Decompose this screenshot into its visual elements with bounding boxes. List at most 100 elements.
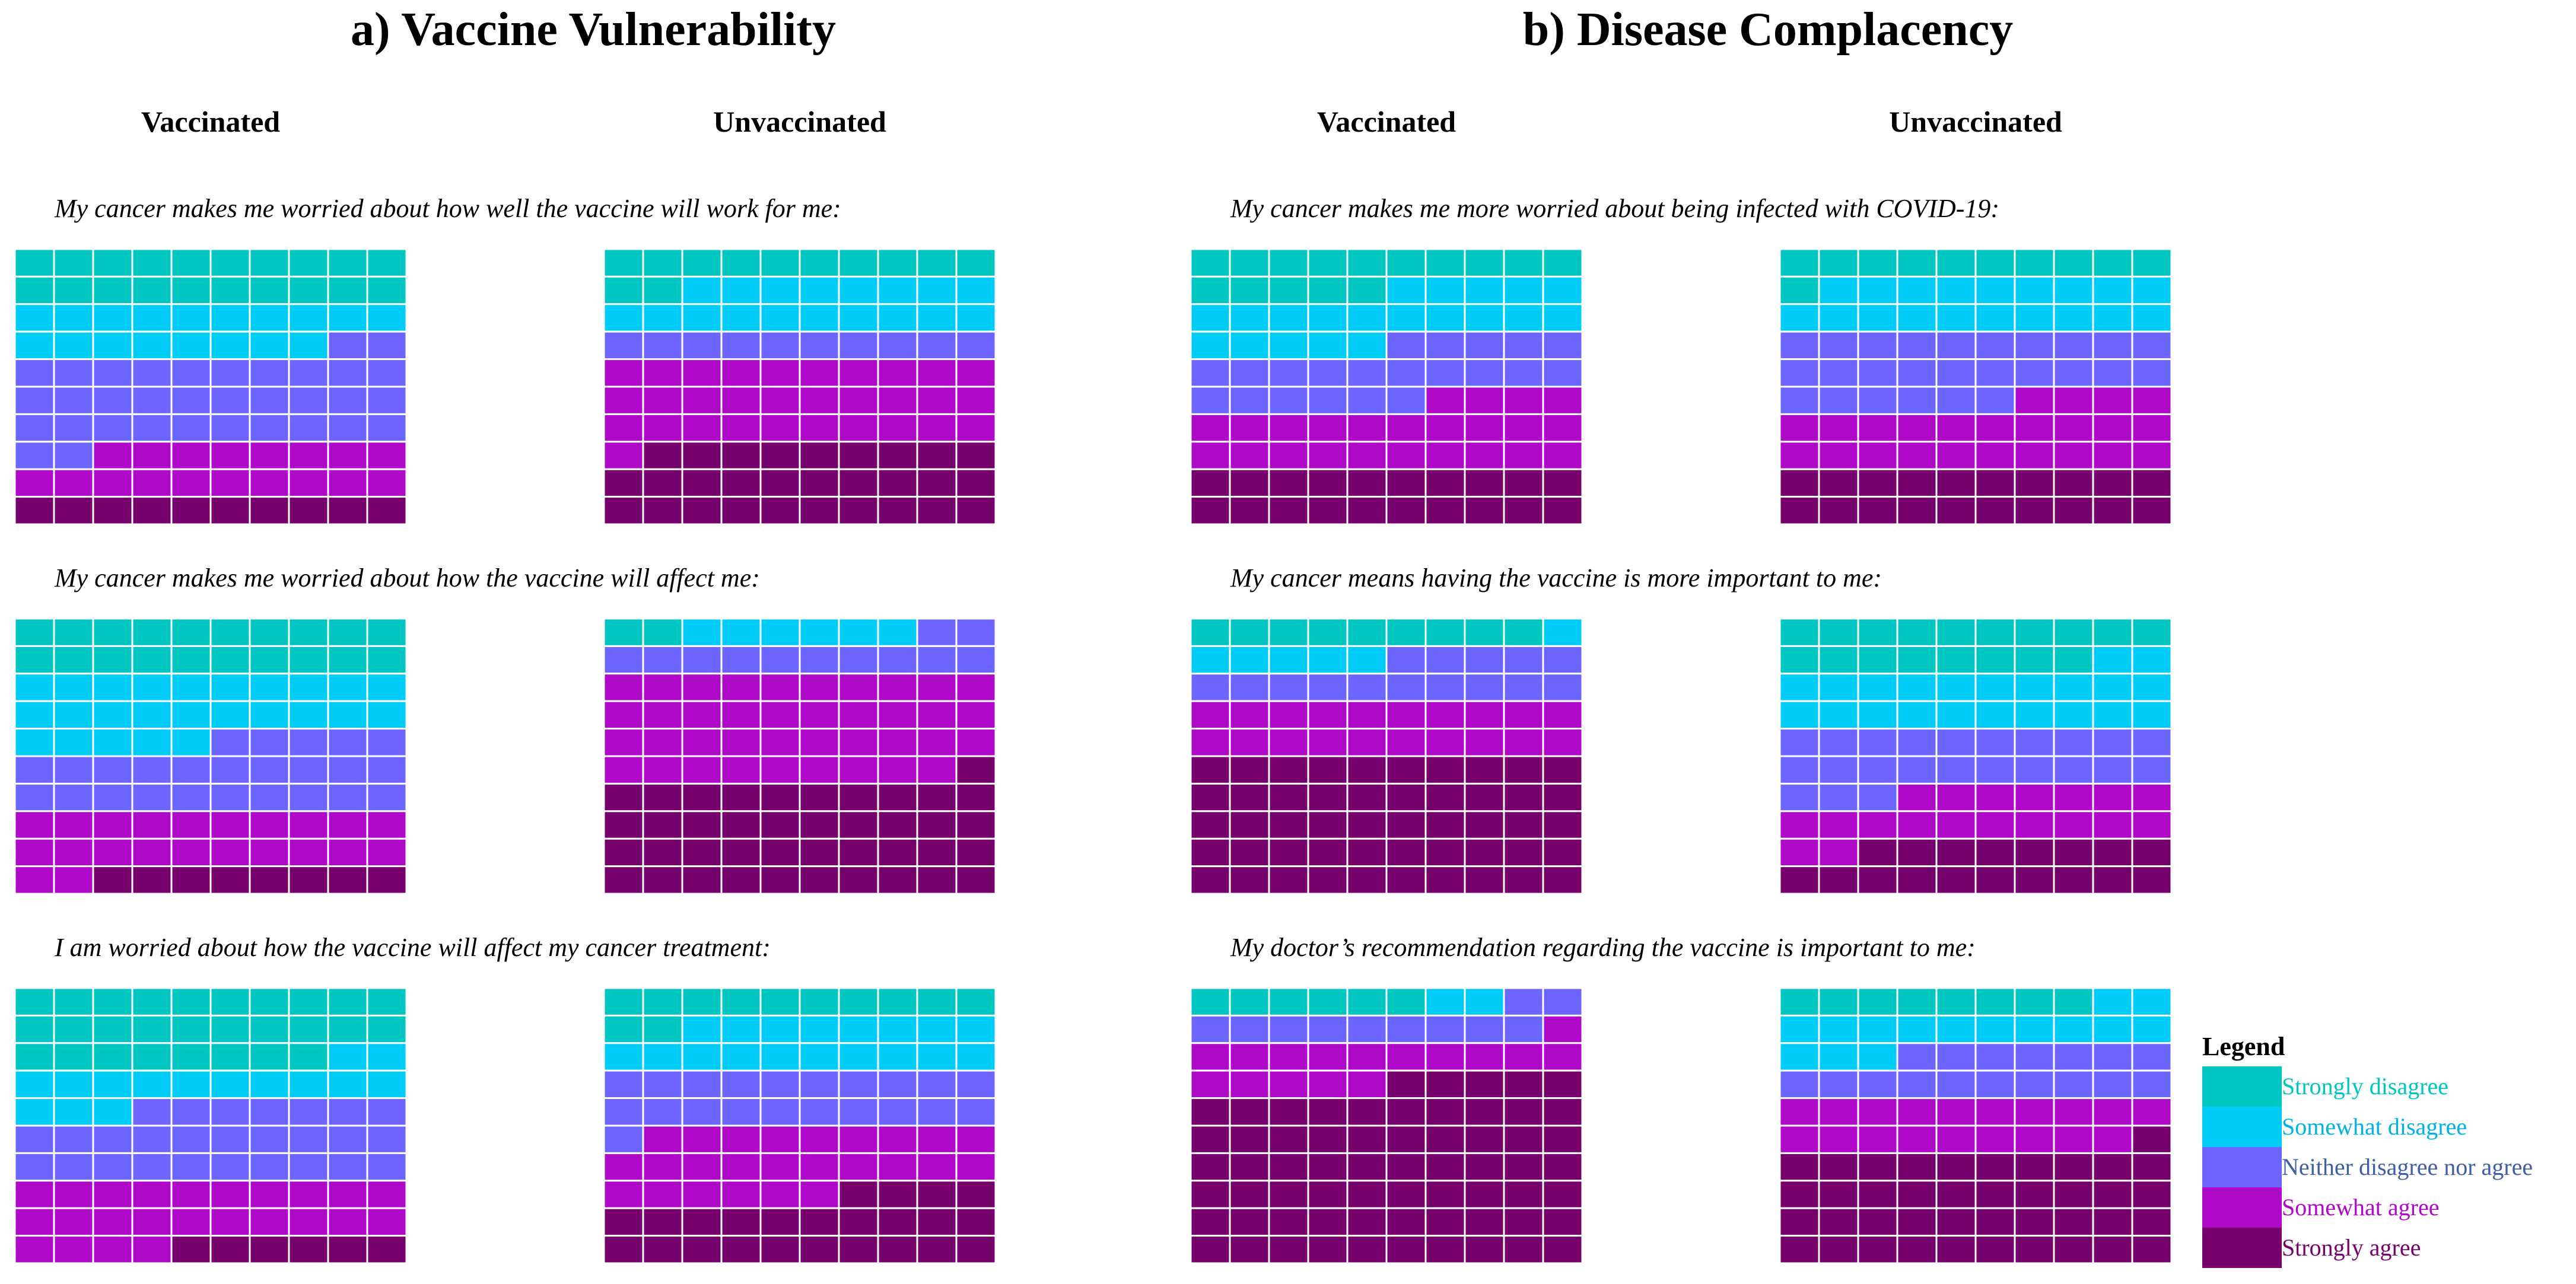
waffle-cell-strongly-agree — [799, 1207, 840, 1237]
waffle-cell-somewhat-agree — [1935, 1097, 1977, 1127]
waffle-cell-strongly-disagree — [2053, 645, 2094, 675]
waffle-cell-somewhat-agree — [209, 810, 251, 840]
waffle-cell-strongly-agree — [1974, 496, 2016, 524]
column-header-vaccinated-a: Vaccinated — [141, 105, 281, 138]
waffle-cell-neither — [1857, 385, 1898, 415]
waffle-cell-strongly-agree — [1385, 468, 1427, 498]
waffle-cell-strongly-agree — [877, 441, 918, 470]
waffle-cell-neither — [15, 1124, 55, 1154]
waffle-cell-strongly-agree — [955, 865, 996, 894]
waffle-cell-somewhat-agree — [1191, 1069, 1231, 1100]
waffle-cell-strongly-disagree — [327, 645, 368, 675]
waffle-cell-somewhat-disagree — [1780, 673, 1820, 702]
waffle-cell-somewhat-agree — [759, 358, 801, 388]
waffle-cell-neither — [720, 1069, 762, 1100]
waffle-cell-strongly-disagree — [366, 275, 406, 305]
waffle-cell-somewhat-disagree — [2131, 1014, 2171, 1044]
waffle-cell-somewhat-disagree — [1780, 700, 1820, 730]
waffle-cell-strongly-agree — [916, 1180, 958, 1209]
waffle-cell-strongly-agree — [1818, 496, 1859, 524]
waffle-cell-strongly-disagree — [170, 645, 212, 675]
waffle-cell-somewhat-disagree — [916, 275, 958, 305]
waffle-cell-somewhat-agree — [877, 700, 918, 730]
waffle-cell-strongly-agree — [170, 865, 212, 894]
waffle-cell-somewhat-agree — [92, 810, 133, 840]
waffle-cell-somewhat-agree — [1346, 413, 1388, 443]
waffle-cell-somewhat-agree — [759, 413, 801, 443]
waffle-cell-strongly-disagree — [131, 275, 173, 305]
waffle-cell-somewhat-disagree — [1191, 330, 1231, 361]
waffle-cell-strongly-agree — [1385, 1180, 1427, 1209]
waffle-cell-strongly-agree — [955, 441, 996, 470]
waffle-cell-somewhat-agree — [2053, 1097, 2094, 1127]
waffle-cell-neither — [2092, 755, 2133, 785]
waffle-cell-somewhat-agree — [1780, 810, 1820, 840]
waffle-cell-somewhat-disagree — [1857, 673, 1898, 702]
waffle-cell-strongly-disagree — [209, 249, 251, 278]
waffle-cell-somewhat-disagree — [1818, 275, 1859, 305]
waffle-cell-somewhat-agree — [2014, 782, 2055, 813]
waffle-cell-somewhat-agree — [838, 1152, 879, 1182]
waffle-cell-somewhat-agree — [1935, 413, 1977, 443]
waffle-cell-somewhat-agree — [1857, 810, 1898, 840]
waffle-cell-strongly-agree — [1542, 496, 1582, 524]
waffle-cell-somewhat-agree — [759, 700, 801, 730]
waffle-cell-somewhat-agree — [1542, 1042, 1582, 1072]
waffle-cell-somewhat-agree — [642, 755, 683, 785]
waffle-cell-strongly-agree — [1503, 782, 1544, 813]
waffle-cell-neither — [249, 413, 290, 443]
waffle-cell-strongly-disagree — [53, 1042, 94, 1072]
waffle-cell-strongly-agree — [955, 782, 996, 813]
waffle-cell-somewhat-agree — [955, 700, 996, 730]
waffle-cell-strongly-disagree — [1974, 988, 2016, 1017]
waffle-cell-somewhat-agree — [1857, 441, 1898, 470]
waffle-cell-strongly-agree — [1464, 1124, 1505, 1154]
waffle-cell-neither — [1424, 673, 1466, 702]
waffle-cell-strongly-disagree — [1307, 619, 1349, 647]
waffle-b1-unvaccinated — [1780, 249, 2171, 524]
waffle-cell-strongly-disagree — [838, 249, 879, 278]
waffle-a3-unvaccinated — [604, 988, 996, 1263]
waffle-cell-somewhat-agree — [92, 837, 133, 868]
waffle-cell-somewhat-agree — [1542, 413, 1582, 443]
waffle-cell-strongly-agree — [1974, 468, 2016, 498]
waffle-cell-strongly-agree — [642, 837, 683, 868]
waffle-cell-somewhat-agree — [1424, 441, 1466, 470]
waffle-cell-somewhat-agree — [1229, 441, 1270, 470]
waffle-cell-strongly-disagree — [288, 619, 329, 647]
waffle-cell-strongly-disagree — [1542, 249, 1582, 278]
waffle-cell-strongly-agree — [799, 1235, 840, 1263]
waffle-cell-somewhat-disagree — [209, 673, 251, 702]
waffle-cell-neither — [53, 441, 94, 470]
waffle-cell-strongly-agree — [1346, 1207, 1388, 1237]
waffle-cell-somewhat-agree — [877, 385, 918, 415]
waffle-cell-neither — [1974, 385, 2016, 415]
waffle-cell-strongly-agree — [1229, 1180, 1270, 1209]
waffle-cell-strongly-agree — [1385, 1235, 1427, 1263]
waffle-cell-somewhat-disagree — [799, 1042, 840, 1072]
waffle-cell-strongly-disagree — [1818, 619, 1859, 647]
waffle-cell-somewhat-agree — [681, 728, 723, 757]
waffle-cell-somewhat-agree — [1424, 385, 1466, 415]
waffle-cell-strongly-agree — [366, 1235, 406, 1263]
waffle-cell-strongly-disagree — [642, 275, 683, 305]
waffle-cell-neither — [2131, 755, 2171, 785]
waffle-cell-strongly-agree — [1307, 755, 1349, 785]
waffle-cell-strongly-agree — [1307, 468, 1349, 498]
waffle-cell-strongly-disagree — [1974, 619, 2016, 647]
waffle-cell-strongly-agree — [2014, 1180, 2055, 1209]
question-a1: My cancer makes me worried about how wel… — [55, 194, 841, 223]
waffle-cell-strongly-agree — [2131, 468, 2171, 498]
waffle-cell-strongly-agree — [288, 865, 329, 894]
waffle-cell-strongly-disagree — [131, 645, 173, 675]
waffle-cell-strongly-disagree — [1857, 619, 1898, 647]
waffle-cell-somewhat-disagree — [15, 728, 55, 757]
waffle-cell-somewhat-agree — [838, 673, 879, 702]
waffle-cell-strongly-disagree — [249, 1042, 290, 1072]
waffle-cell-neither — [131, 1124, 173, 1154]
waffle-cell-somewhat-agree — [288, 1207, 329, 1237]
waffle-cell-strongly-agree — [720, 782, 762, 813]
waffle-cell-strongly-agree — [1424, 865, 1466, 894]
waffle-cell-somewhat-agree — [92, 1180, 133, 1209]
waffle-cell-strongly-agree — [209, 1235, 251, 1263]
